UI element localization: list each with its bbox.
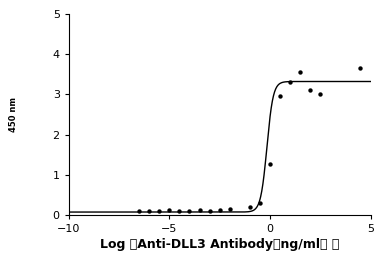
Point xyxy=(176,209,183,213)
Point xyxy=(166,208,172,213)
Point xyxy=(136,209,142,213)
Point xyxy=(287,80,293,84)
Point xyxy=(247,205,253,209)
Point xyxy=(307,88,313,92)
Point xyxy=(217,208,223,212)
Point xyxy=(146,209,152,213)
Point xyxy=(277,94,283,99)
Point xyxy=(297,70,303,75)
Point xyxy=(196,208,202,213)
Point xyxy=(267,161,273,166)
Point xyxy=(317,92,323,97)
Point xyxy=(358,66,364,70)
X-axis label: Log （Anti-DLL3 Antibody（ng/ml） ）: Log （Anti-DLL3 Antibody（ng/ml） ） xyxy=(100,238,339,251)
Text: 450 nm: 450 nm xyxy=(9,97,18,132)
Point xyxy=(156,209,162,213)
Text: OD: OD xyxy=(0,104,3,125)
Point xyxy=(207,209,213,213)
Point xyxy=(257,201,263,205)
Point xyxy=(186,209,193,213)
Point xyxy=(227,207,233,211)
